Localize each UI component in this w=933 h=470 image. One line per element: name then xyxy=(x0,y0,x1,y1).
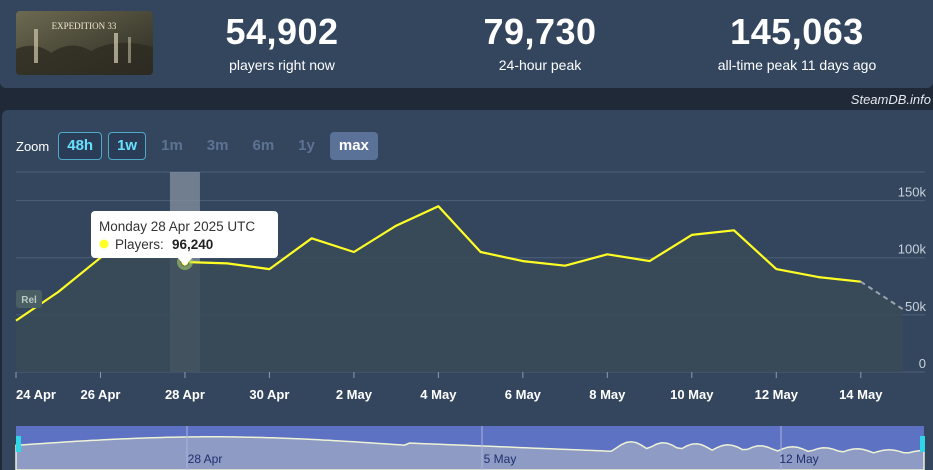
x-tick-label: 10 May xyxy=(670,387,714,402)
tooltip: Monday 28 Apr 2025 UTC Players: 96,240 xyxy=(91,211,278,266)
thumbnail-title: EXPEDITION 33 xyxy=(52,21,117,31)
release-badge[interactable]: Rel xyxy=(16,290,42,308)
stat-alltime-label: all-time peak 11 days ago xyxy=(717,57,877,73)
y-tick-label: 100k xyxy=(898,242,927,257)
y-tick-label: 150k xyxy=(898,185,927,200)
navigator-label: 5 May xyxy=(484,452,517,466)
tooltip-series-dot xyxy=(99,239,109,249)
zoom-6m-button[interactable]: 6m xyxy=(252,137,275,154)
game-thumbnail[interactable]: EXPEDITION 33 xyxy=(16,11,153,75)
series-area xyxy=(16,206,903,372)
zoom-1w-button[interactable]: 1w xyxy=(108,132,147,160)
stat-alltime-value: 145,063 xyxy=(730,11,864,52)
x-tick-label: 6 May xyxy=(505,387,542,402)
zoom-controls: Zoom 48h 1w 1m 3m 6m 1y max xyxy=(16,132,384,160)
zoom-max-button[interactable]: max xyxy=(329,132,378,160)
stat-24h-peak: 79,730 24-hour peak xyxy=(430,11,650,74)
navigator-label: 28 Apr xyxy=(188,452,223,466)
release-badge-label: Rel xyxy=(21,295,37,306)
tooltip-value: 96,240 xyxy=(172,237,213,252)
stats-panel: EXPEDITION 33 54,902 players right now 7… xyxy=(0,0,933,88)
navigator-series xyxy=(15,436,925,470)
tooltip-series-label: Players: xyxy=(115,237,164,252)
zoom-1m-button[interactable]: 1m xyxy=(161,137,183,154)
y-tick-label: 50k xyxy=(905,299,926,314)
stat-current-players: 54,902 players right now xyxy=(172,11,392,74)
y-tick-label: 0 xyxy=(919,356,926,371)
tooltip-date: Monday 28 Apr 2025 UTC xyxy=(99,219,255,234)
zoom-48h-button[interactable]: 48h xyxy=(58,132,103,160)
x-tick-label: 14 May xyxy=(839,387,883,402)
x-tick-label: 26 Apr xyxy=(80,387,120,402)
zoom-1y-button[interactable]: 1y xyxy=(298,137,315,154)
stat-current-label: players right now xyxy=(229,57,335,73)
x-tick-label: 12 May xyxy=(755,387,799,402)
steamdb-credit[interactable]: SteamDB.info xyxy=(850,92,931,107)
x-tick-label: 24 Apr xyxy=(16,387,56,402)
stat-current-value: 54,902 xyxy=(225,11,339,52)
stat-alltime-peak: 145,063 all-time peak 11 days ago xyxy=(687,11,907,74)
y-axis-labels: 0 50k 100k 150k xyxy=(898,185,927,371)
x-tick-label: 2 May xyxy=(336,387,373,402)
stat-24h-label: 24-hour peak xyxy=(498,57,582,73)
x-axis-labels: 24 Apr 26 Apr 28 Apr 30 Apr 2 May 4 May 6 May 8… xyxy=(15,372,883,402)
navigator-left-handle[interactable] xyxy=(16,436,21,452)
navigator-label: 12 May xyxy=(779,452,818,466)
zoom-label: Zoom xyxy=(16,138,50,154)
zoom-3m-button[interactable]: 3m xyxy=(206,137,229,154)
x-tick-label: 28 Apr xyxy=(165,387,205,402)
x-tick-label: 30 Apr xyxy=(249,387,289,402)
navigator[interactable]: 28 Apr 5 May 12 May xyxy=(15,426,925,470)
stat-24h-value: 79,730 xyxy=(483,11,597,52)
navigator-labels: 28 Apr 5 May 12 May xyxy=(186,426,819,470)
x-tick-label: 8 May xyxy=(589,387,626,402)
x-tick-label: 4 May xyxy=(420,387,457,402)
navigator-right-handle[interactable] xyxy=(920,436,925,452)
